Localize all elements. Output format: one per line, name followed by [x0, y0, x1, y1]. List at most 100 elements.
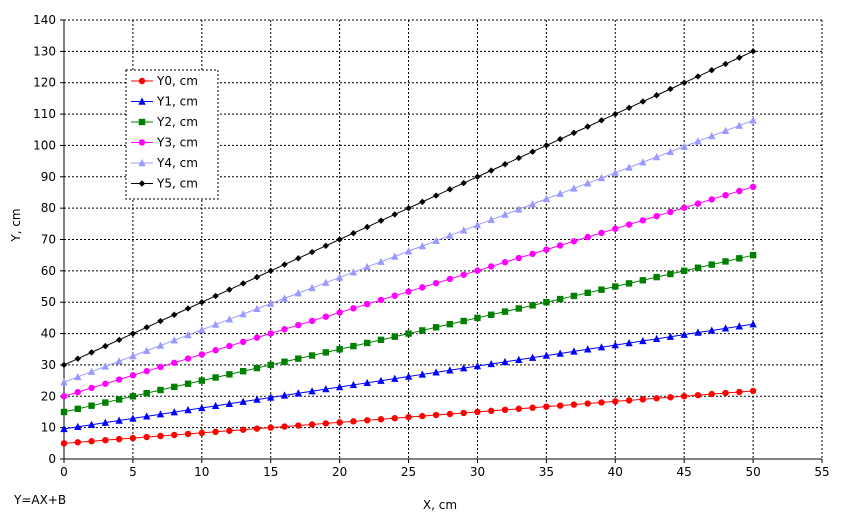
x-tick-label: 30 — [470, 465, 485, 479]
data-point — [211, 401, 220, 410]
data-point — [226, 342, 233, 350]
x-tick-label: 55 — [814, 465, 829, 479]
data-point — [102, 399, 109, 406]
data-point — [198, 299, 206, 306]
x-tick-label: 25 — [401, 465, 416, 479]
data-point — [721, 126, 730, 135]
data-point — [666, 147, 675, 155]
y-tick-label: 140 — [33, 13, 56, 27]
data-point — [639, 158, 647, 166]
data-point — [405, 330, 412, 337]
y-tick-label: 30 — [41, 358, 56, 372]
y-tick-label: 60 — [41, 264, 56, 278]
data-point — [226, 286, 233, 293]
data-point — [295, 255, 302, 262]
data-point — [652, 152, 661, 161]
data-point — [129, 414, 137, 422]
data-point — [639, 277, 647, 284]
data-point — [102, 342, 109, 350]
data-point — [184, 430, 192, 438]
data-point — [501, 308, 509, 315]
data-point — [129, 434, 137, 442]
data-point — [473, 362, 482, 370]
data-point — [598, 286, 605, 293]
axes — [60, 19, 823, 463]
data-point — [142, 412, 151, 420]
data-point — [184, 305, 192, 312]
data-point — [708, 326, 716, 334]
legend-label-1: Y1, cm — [156, 95, 198, 109]
data-point — [198, 403, 206, 412]
legend-label-2: Y2, cm — [156, 115, 198, 129]
data-point — [281, 326, 288, 333]
data-point — [377, 217, 385, 224]
data-point — [529, 250, 536, 258]
data-point — [212, 374, 219, 381]
data-point — [501, 406, 509, 414]
data-point — [211, 320, 220, 328]
data-point — [364, 223, 371, 231]
data-point — [225, 315, 234, 323]
data-point — [267, 267, 274, 275]
data-point — [239, 426, 247, 433]
data-point — [335, 273, 344, 281]
data-point — [556, 135, 564, 143]
data-point — [115, 336, 123, 344]
x-tick-label: 5 — [129, 465, 137, 479]
data-point — [156, 410, 165, 418]
data-point — [322, 349, 330, 356]
data-point — [639, 217, 647, 224]
data-point — [529, 302, 536, 309]
data-point — [102, 436, 109, 444]
data-point — [735, 322, 744, 330]
x-axis-label: X, cm — [423, 498, 457, 512]
data-point — [281, 358, 288, 365]
data-point — [667, 85, 674, 93]
data-point — [143, 367, 150, 375]
data-point — [597, 173, 606, 182]
data-point — [667, 270, 674, 278]
data-point — [115, 376, 123, 383]
data-point — [171, 359, 178, 366]
data-point — [556, 402, 564, 409]
data-point — [391, 333, 398, 340]
data-point — [749, 183, 757, 191]
data-point — [143, 433, 150, 441]
legend-label-4: Y4, cm — [156, 156, 198, 170]
data-point — [736, 54, 743, 61]
data-point — [60, 408, 68, 416]
data-point — [170, 408, 178, 416]
data-point — [515, 154, 522, 162]
data-point — [364, 417, 371, 424]
data-point — [749, 387, 757, 395]
data-point — [474, 408, 481, 416]
data-point — [184, 331, 192, 339]
data-point — [419, 327, 426, 334]
data-point — [446, 320, 454, 328]
data-point — [88, 402, 95, 409]
x-tick-label: 0 — [60, 465, 68, 479]
legend-marker-1 — [138, 97, 146, 105]
data-point — [336, 236, 343, 243]
data-point — [584, 400, 591, 407]
data-point — [377, 416, 385, 423]
data-point — [363, 262, 371, 271]
data-point — [460, 271, 467, 278]
y-tick-labels: 0 10 20 30 40 50 60 70 80 90 100 110 120 130 140 — [33, 13, 56, 466]
data-point — [446, 275, 454, 283]
data-point — [653, 92, 660, 99]
data-point — [74, 372, 82, 381]
data-point — [446, 366, 454, 374]
data-point — [418, 370, 427, 378]
data-point — [226, 371, 233, 378]
data-point — [322, 242, 330, 249]
data-point — [239, 338, 247, 346]
data-point — [74, 388, 81, 396]
data-point — [543, 246, 550, 253]
data-point — [487, 359, 495, 368]
formula-label: Y=AX+B — [14, 493, 67, 507]
x-tick-label: 15 — [263, 465, 278, 479]
data-point — [391, 252, 399, 260]
data-point — [253, 304, 261, 313]
legend-label-3: Y3, cm — [156, 136, 198, 150]
